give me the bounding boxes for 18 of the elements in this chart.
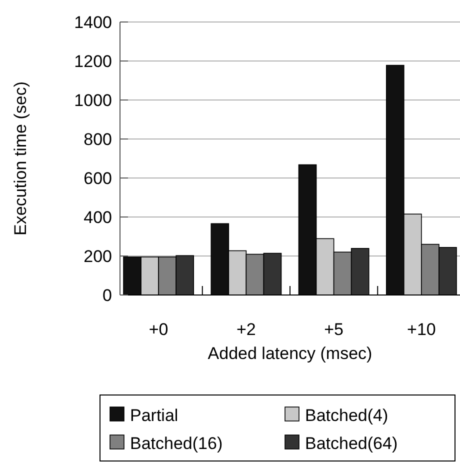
y-tick-label: 800 bbox=[84, 130, 112, 149]
y-tick-label: 200 bbox=[84, 246, 112, 266]
y-tick-label: 0 bbox=[102, 286, 112, 305]
x-tick-label: +5 bbox=[324, 320, 344, 339]
y-tick-label: 600 bbox=[84, 168, 112, 188]
x-axis-title: Added latency (msec) bbox=[208, 344, 372, 363]
y-tick-label: 1200 bbox=[74, 52, 112, 71]
y-tick-label: 400 bbox=[84, 208, 112, 227]
y-tick-label: 1000 bbox=[74, 90, 112, 110]
legend-label: Batched(16) bbox=[130, 434, 223, 453]
legend-label: Batched(4) bbox=[305, 406, 388, 425]
x-tick-label: +0 bbox=[148, 320, 168, 339]
y-tick-label: 1400 bbox=[74, 12, 112, 32]
legend-label: Partial bbox=[130, 406, 178, 425]
y-axis-title: Execution time (sec) bbox=[11, 82, 30, 236]
x-tick-label: +10 bbox=[407, 320, 436, 339]
x-tick-label: +2 bbox=[236, 320, 256, 339]
legend-label: Batched(64) bbox=[305, 434, 398, 453]
